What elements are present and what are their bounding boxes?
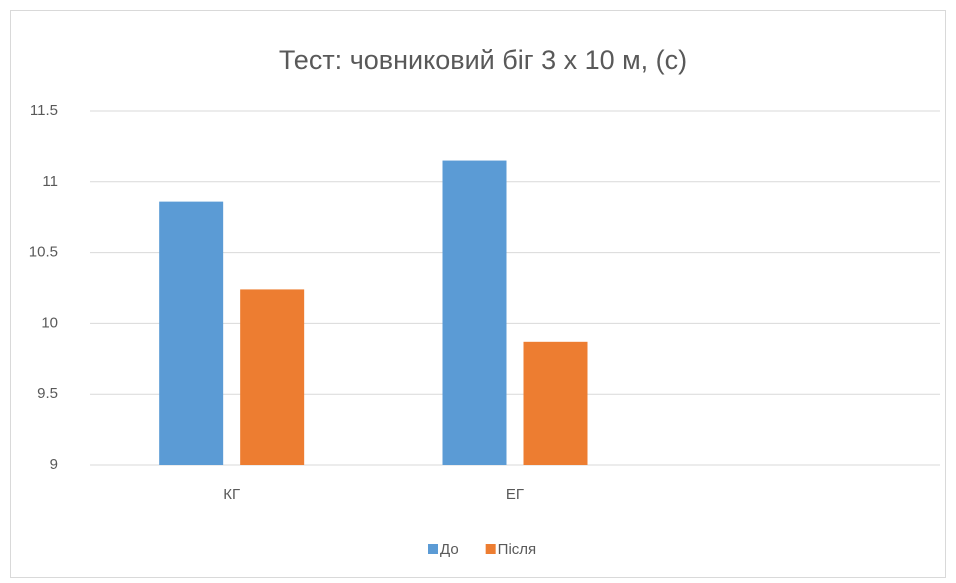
y-tick-label: 9.5 [37, 385, 58, 402]
legend-label: Після [498, 541, 537, 558]
bar [159, 201, 224, 465]
y-tick-label: 10.5 [29, 244, 58, 261]
y-tick-label: 11.5 [30, 102, 58, 119]
x-tick-label: ЕГ [506, 486, 524, 503]
y-tick-label: 9 [50, 456, 58, 473]
y-tick-label: 11 [42, 173, 58, 190]
x-tick-label: КГ [223, 486, 240, 503]
chart-title: Тест: човниковий біг 3 х 10 м, (с) [279, 45, 687, 75]
legend-swatch [428, 544, 438, 554]
y-tick-label: 10 [41, 314, 58, 331]
legend-swatch [485, 544, 496, 554]
legend-label: До [440, 541, 459, 558]
bar [240, 289, 305, 465]
bar [442, 160, 507, 465]
bar [523, 341, 588, 465]
